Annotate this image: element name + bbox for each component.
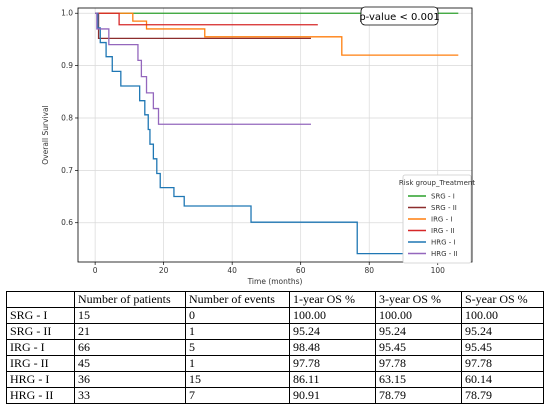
- table-cell: 90.91: [289, 387, 376, 404]
- legend-title: Risk group_Treatment: [399, 179, 475, 187]
- table-cell: 15: [74, 307, 186, 324]
- x-tick-label: 0: [93, 266, 98, 275]
- y-tick-label: 0.7: [61, 166, 73, 175]
- column-header: S-year OS %: [461, 291, 544, 308]
- survival-chart: 0 20 40 60 80 100 0.6 0.7 0.8 0.9 1.0 Time (months…: [41, 6, 475, 286]
- legend-label: IRG - I: [431, 216, 452, 224]
- series-line-hrg-i: [95, 12, 459, 255]
- table-cell: 100.00: [375, 307, 462, 324]
- series-layer: [95, 12, 459, 255]
- table-cell: 5: [185, 339, 290, 356]
- column-header: Number of events: [185, 291, 290, 308]
- table-cell: 63.15: [375, 371, 462, 388]
- legend: Risk group_Treatment SRG - I SRG - II IRG -…: [399, 174, 475, 264]
- legend-box: [402, 174, 472, 264]
- table-cell: 21: [74, 323, 186, 340]
- y-tick-label: 0.6: [61, 218, 73, 227]
- axis-ticks: 0 20 40 60 80 100 0.6 0.7 0.8 0.9 1.0: [61, 9, 445, 275]
- series-line-irg-i: [95, 12, 459, 56]
- p-value-annotation: p-value < 0.001: [359, 6, 440, 26]
- table-header: Number of patients Number of events 1-year…: [6, 291, 544, 308]
- table-row: IRG - II 45 1 97.78 97.78 97.78: [6, 355, 544, 372]
- column-header: 3-year OS %: [375, 291, 462, 308]
- survival-table: Number of patients Number of events 1-year…: [6, 291, 544, 404]
- row-label-cell: SRG - I: [6, 307, 75, 324]
- x-tick-label: 40: [227, 266, 237, 275]
- legend-label: HRG - II: [431, 250, 458, 258]
- table-cell: 100.00: [461, 307, 544, 324]
- row-label-cell: IRG - II: [6, 355, 75, 372]
- row-label-cell: HRG - I: [6, 371, 75, 388]
- table-cell: 36: [74, 371, 186, 388]
- table-cell: 66: [74, 339, 186, 356]
- y-tick-label: 0.9: [61, 61, 73, 70]
- table-cell: 1: [185, 355, 290, 372]
- y-tick-label: 0.8: [61, 113, 73, 122]
- table-row: HRG - II 33 7 90.91 78.79 78.79: [6, 387, 544, 404]
- table-cell: 95.45: [375, 339, 462, 356]
- table-cell: 97.78: [461, 355, 544, 372]
- x-axis-label: Time (months): [247, 277, 303, 286]
- row-label-cell: SRG - II: [6, 323, 75, 340]
- row-label-cell: HRG - II: [6, 387, 75, 404]
- x-tick-label: 60: [296, 266, 306, 275]
- table-cell: 7: [185, 387, 290, 404]
- x-tick-label: 20: [159, 266, 169, 275]
- table-body: SRG - I 15 0 100.00 100.00 100.00 SRG - II 21 1 9…: [6, 307, 544, 404]
- legend-label: SRG - II: [431, 204, 457, 212]
- table-cell: 1: [185, 323, 290, 340]
- series-line-hrg-ii: [95, 12, 311, 125]
- table-cell: 33: [74, 387, 186, 404]
- table-cell: 95.24: [461, 323, 544, 340]
- table-header-row: Number of patients Number of events 1-year…: [6, 291, 544, 308]
- table-row: HRG - I 36 15 86.11 63.15 60.14: [6, 371, 544, 388]
- p-value-text: p-value < 0.001: [359, 12, 439, 23]
- table-cell: 60.14: [461, 371, 544, 388]
- x-tick-label: 100: [431, 266, 446, 275]
- y-axis-label: Overall Survival: [41, 105, 50, 164]
- y-tick-label: 1.0: [61, 9, 73, 18]
- legend-label: IRG - II: [431, 227, 454, 235]
- row-label-cell: IRG - I: [6, 339, 75, 356]
- series-line-irg-ii: [95, 12, 318, 26]
- plot-frame: [77, 7, 473, 263]
- legend-label: SRG - I: [431, 193, 455, 201]
- table-cell: 98.48: [289, 339, 376, 356]
- table-row: SRG - II 21 1 95.24 95.24 95.24: [6, 323, 544, 340]
- table-cell: 15: [185, 371, 290, 388]
- table-cell: 97.78: [289, 355, 376, 372]
- series-line-srg-ii: [95, 12, 311, 40]
- table-cell: 97.78: [375, 355, 462, 372]
- column-header: 1-year OS %: [289, 291, 376, 308]
- table-row: SRG - I 15 0 100.00 100.00 100.00: [6, 307, 544, 324]
- table-cell: 78.79: [375, 387, 462, 404]
- table-cell: 45: [74, 355, 186, 372]
- column-header: Number of patients: [74, 291, 186, 308]
- table-cell: 95.45: [461, 339, 544, 356]
- table-row: IRG - I 66 5 98.48 95.45 95.45: [6, 339, 544, 356]
- legend-label: HRG - I: [431, 239, 456, 247]
- column-header: [6, 291, 75, 308]
- x-tick-label: 80: [364, 266, 374, 275]
- table-cell: 100.00: [289, 307, 376, 324]
- table-cell: 95.24: [375, 323, 462, 340]
- table-cell: 86.11: [289, 371, 376, 388]
- table-cell: 95.24: [289, 323, 376, 340]
- table-cell: 0: [185, 307, 290, 324]
- table-cell: 78.79: [461, 387, 544, 404]
